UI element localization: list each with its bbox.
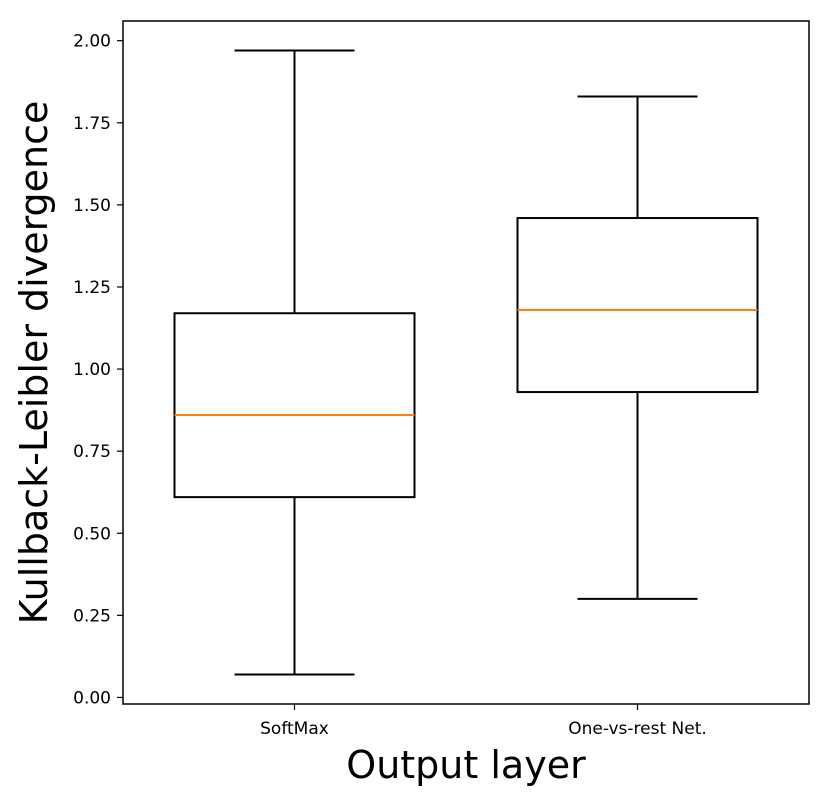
- y-tick-label: 1.50: [73, 196, 111, 216]
- plot-frame: [122, 20, 810, 705]
- iqr-box: [516, 217, 759, 394]
- y-tick-label: 0.75: [73, 442, 111, 462]
- y-tick-label: 0.00: [73, 688, 111, 708]
- y-tick-label: 0.50: [73, 524, 111, 544]
- box-one-vs-rest: [516, 95, 759, 600]
- y-tick-label: 1.75: [73, 114, 111, 134]
- y-axis-ticks: 0.00 0.25 0.50 0.75 1.00 1.25 1.50 1.75 2.00: [73, 32, 123, 708]
- x-axis-label: Output layer: [346, 743, 586, 787]
- x-axis-ticks: SoftMax One-vs-rest Net.: [260, 704, 707, 739]
- box-softmax: [173, 49, 416, 676]
- y-tick-label: 0.25: [73, 606, 111, 626]
- iqr-box: [173, 312, 416, 499]
- box-series: [173, 49, 759, 676]
- x-tick-label: SoftMax: [260, 719, 329, 739]
- x-tick-label: One-vs-rest Net.: [568, 719, 707, 739]
- y-tick-label: 2.00: [73, 32, 111, 52]
- y-tick-label: 1.25: [73, 278, 111, 298]
- y-axis-label: Kullback-Leibler divergence: [12, 101, 56, 625]
- y-tick-label: 1.00: [73, 360, 111, 380]
